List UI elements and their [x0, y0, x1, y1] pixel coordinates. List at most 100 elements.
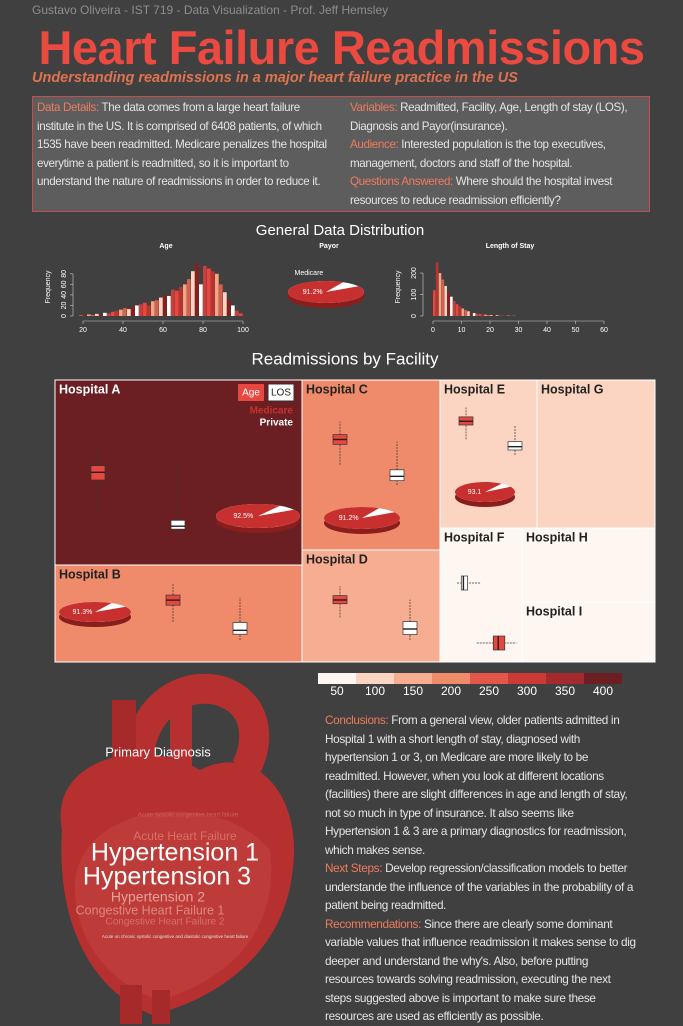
histogram-bar [235, 311, 239, 316]
histogram-bar [487, 315, 490, 316]
histogram-bar [442, 279, 445, 316]
histogram-bar [467, 311, 470, 316]
y-tick-label: 40 [61, 291, 68, 299]
text: Since there are clearly some dominant va… [325, 917, 636, 1024]
histogram-bar [476, 314, 479, 316]
paragraph: Variables: Readmitted, Facility, Age, Le… [350, 99, 645, 136]
histogram-bar [444, 286, 447, 316]
label: Conclusions: [325, 713, 388, 727]
x-tick-label: 80 [199, 327, 207, 334]
label: Audience: [350, 138, 398, 151]
y-tick-label: 0 [61, 314, 68, 318]
legend-label: Age [242, 388, 260, 399]
word: Congestive Heart Failure 1 [76, 903, 225, 917]
histogram-bar [493, 315, 496, 316]
label: Data Details: [37, 101, 99, 114]
x-tick-label: 40 [119, 327, 127, 334]
histogram-bar [183, 284, 187, 316]
vessel [120, 985, 142, 1024]
histogram-bar [171, 290, 175, 316]
pie-label: 92.5% [233, 513, 253, 520]
x-tick-label: 50 [572, 327, 580, 334]
label: Next Steps: [325, 861, 382, 875]
treemap-cell [302, 550, 440, 662]
scale-label: 250 [479, 684, 499, 698]
scale-label: 300 [517, 684, 537, 698]
y-axis-label: Frequency [395, 270, 402, 304]
histogram-bar [147, 305, 151, 316]
histogram-bar [123, 308, 127, 316]
x-tick-label: 20 [486, 327, 494, 334]
section-title: Readmissions by Facility [251, 349, 439, 368]
histogram-bar [87, 314, 91, 316]
label: Variables: [350, 101, 397, 114]
histogram-bar [207, 269, 211, 316]
section-title: General Data Distribution [256, 222, 424, 239]
histogram-bar [227, 300, 231, 316]
legend-label: Private [260, 418, 294, 429]
histogram-bar [439, 273, 442, 316]
histogram-bar [479, 314, 482, 316]
histogram-bar [167, 296, 171, 316]
histogram-bar [155, 300, 159, 316]
histogram-bar [111, 312, 115, 316]
hospital-name: Hospital B [59, 567, 121, 581]
pie-label: 91.3% [72, 609, 92, 616]
box [403, 622, 417, 635]
histogram-bar [135, 305, 139, 316]
x-tick-label: 30 [515, 327, 523, 334]
scale-swatch [584, 673, 622, 684]
scale-label: 200 [441, 684, 461, 698]
hospital-name: Hospital C [306, 382, 368, 396]
text: From a general view, older patients admi… [325, 713, 627, 857]
histogram-bar [231, 305, 235, 316]
details-box: Data Details: The data comes from a larg… [32, 96, 650, 212]
histogram-bar [191, 271, 195, 316]
text: The data comes from a large heart failur… [37, 101, 327, 188]
pie-label: 91.2% [339, 515, 359, 522]
label: Recommendations: [325, 917, 421, 931]
paragraph: Recommendations: Since there are clearly… [325, 915, 637, 1026]
box [171, 520, 185, 529]
box [390, 470, 404, 481]
vessel [152, 990, 170, 1024]
hospital-name: Hospital H [526, 530, 588, 544]
hospital-name: Hospital D [306, 552, 368, 566]
histogram-bar [103, 313, 107, 316]
histogram-bar [195, 263, 199, 316]
pie-label: 93.1 [468, 489, 482, 496]
scale-swatch [546, 673, 584, 684]
box [508, 442, 522, 450]
histogram-bar [151, 301, 155, 316]
box [493, 636, 505, 650]
histogram-bar [79, 315, 83, 316]
histogram-bar [139, 304, 143, 316]
histogram-bar [481, 314, 484, 316]
x-tick-label: 40 [543, 327, 551, 334]
histogram-bar [115, 311, 119, 316]
word: Hypertension 3 [83, 863, 251, 891]
legend-label: Medicare [250, 406, 294, 417]
histogram-bar [119, 310, 123, 316]
paragraph: Conclusions: From a general view, older … [325, 711, 637, 859]
histogram-bar [95, 314, 99, 316]
hospital-name: Hospital I [526, 604, 582, 618]
histogram-bar [453, 301, 456, 316]
histogram-bar [462, 308, 465, 316]
wordcloud-title: Primary Diagnosis [105, 744, 211, 759]
box [461, 576, 467, 590]
word: Acute systolic congestive heart failure [138, 813, 239, 819]
x-tick-label: 0 [431, 327, 435, 334]
details-column: Data Details: The data comes from a larg… [37, 99, 332, 209]
histogram-bar [484, 315, 487, 316]
scale-label: 50 [330, 684, 344, 698]
paragraph: Data Details: The data comes from a larg… [37, 99, 332, 192]
paragraph: Next Steps: Develop regression/classific… [325, 859, 637, 915]
histogram-bar [203, 266, 207, 316]
histogram-bar [436, 262, 439, 316]
histogram-bar [219, 284, 223, 316]
treemap-cell [440, 528, 522, 662]
y-axis-label: Frequency [45, 270, 52, 304]
histogram-bar [131, 307, 135, 316]
